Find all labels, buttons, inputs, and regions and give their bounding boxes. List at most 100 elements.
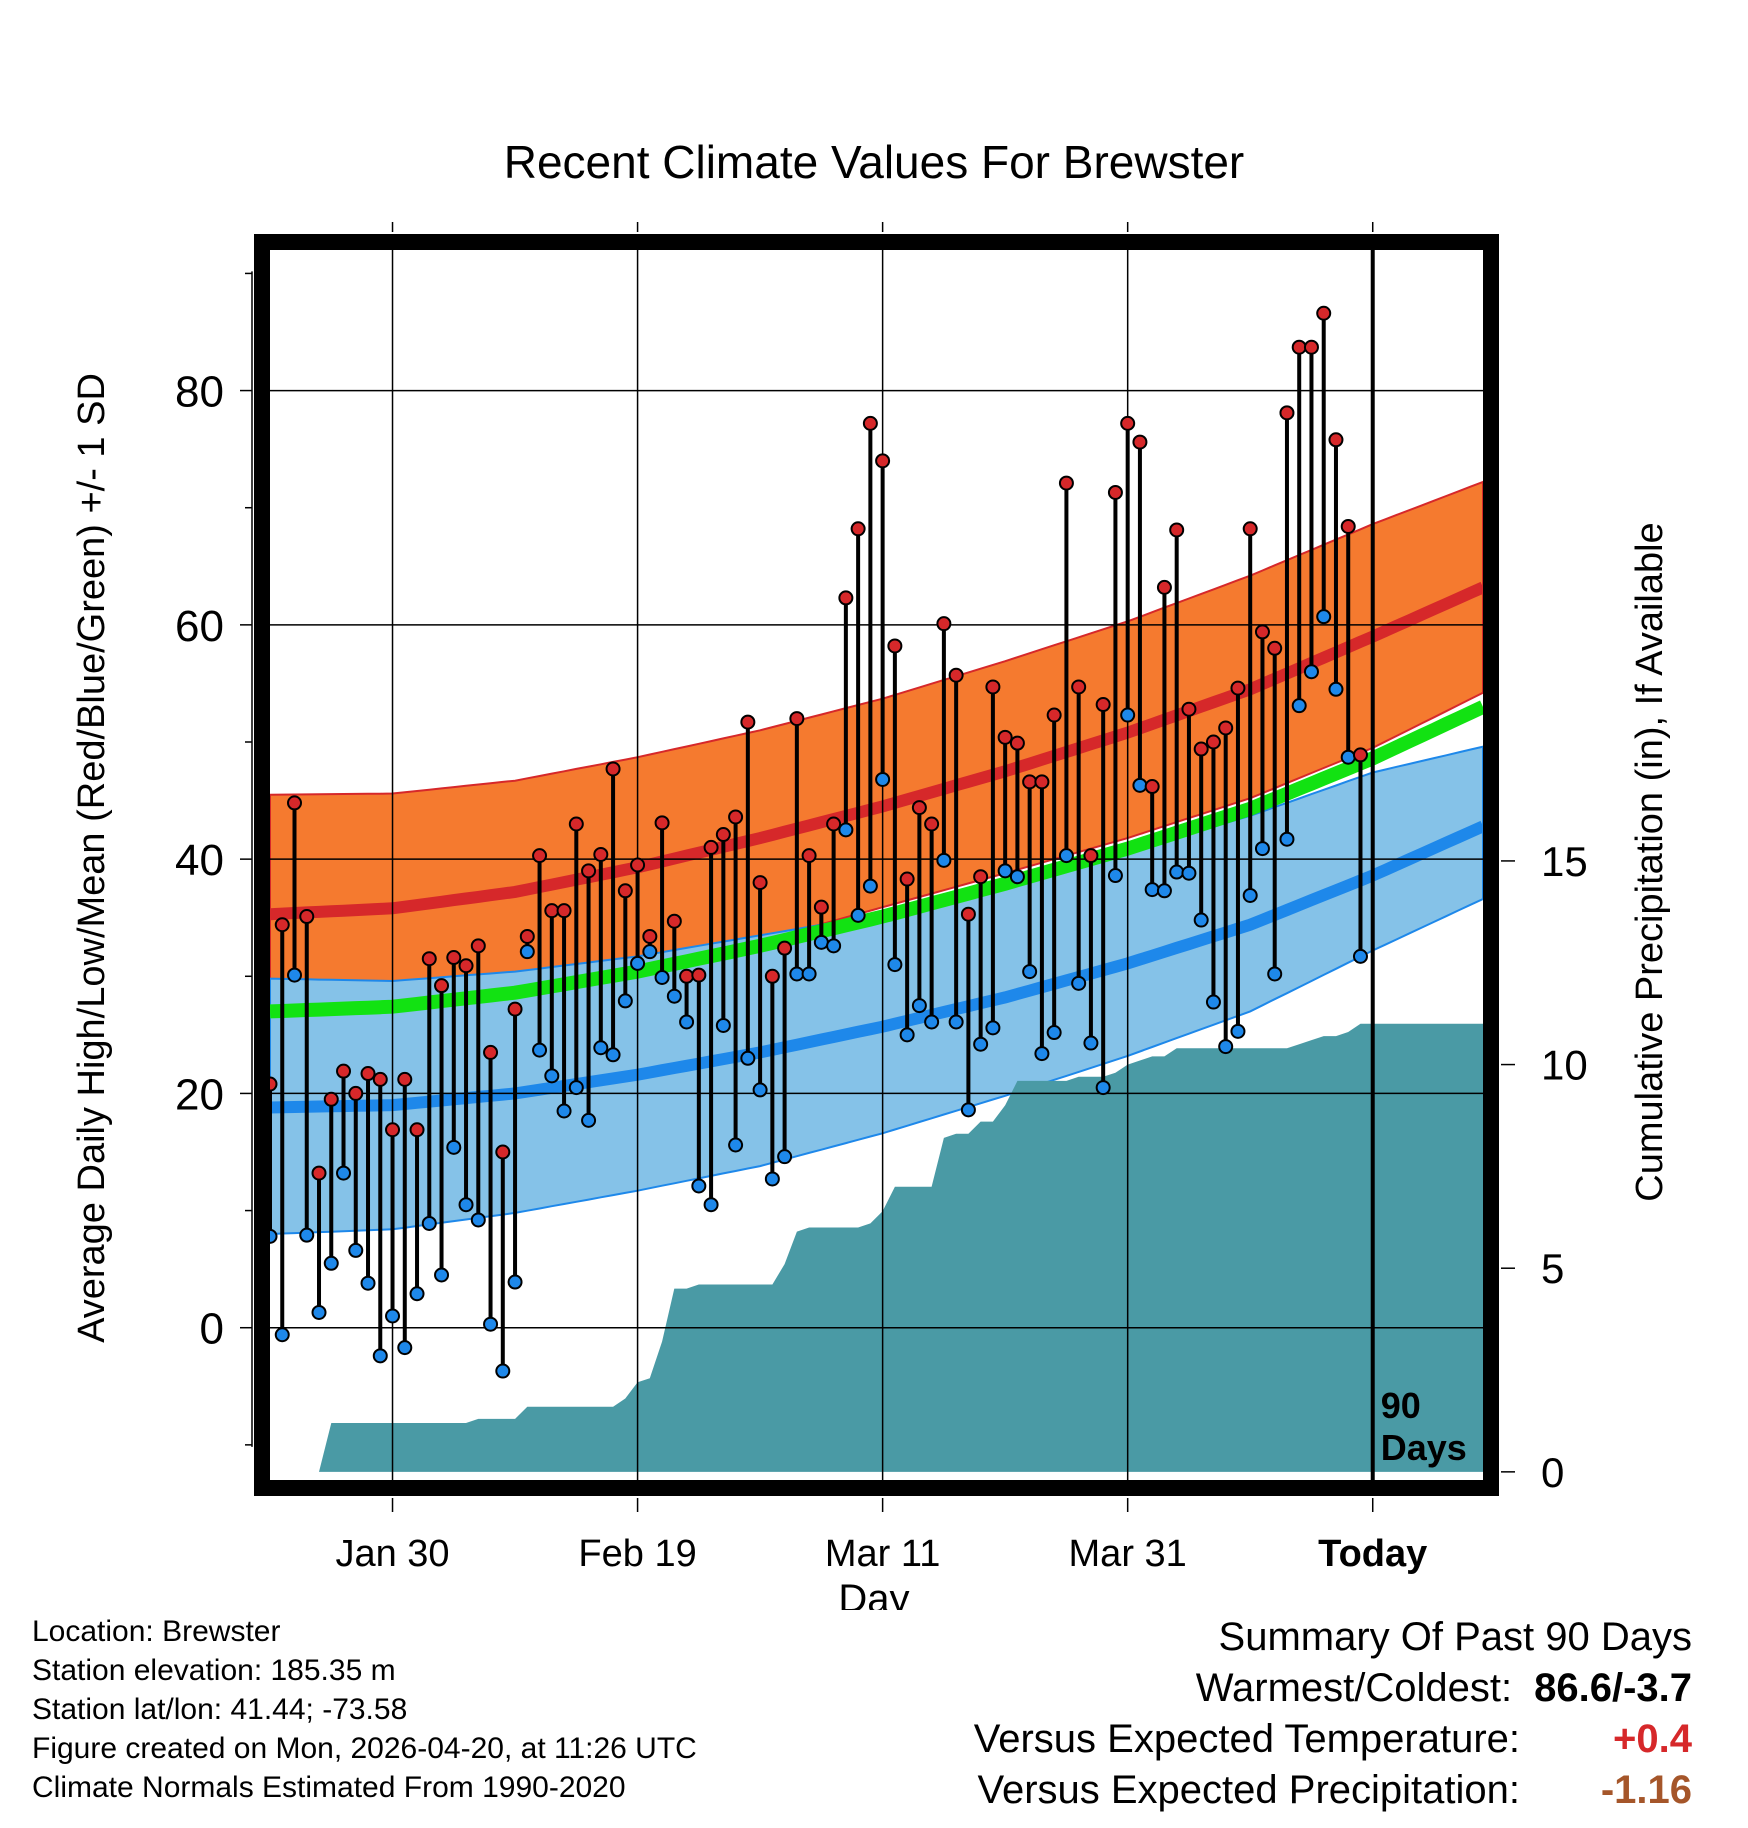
precipitation-area: [270, 1023, 1483, 1472]
daily-low-point: [679, 1014, 695, 1030]
daily-low-point: [1242, 887, 1258, 903]
daily-high-point: [1316, 305, 1332, 321]
daily-high-point: [617, 883, 633, 899]
summary-precip-row: Versus Expected Precipitation: -1.16: [974, 1765, 1692, 1816]
info-created: Figure created on Mon, 2026-04-20, at 11…: [32, 1732, 697, 1765]
daily-high-point: [936, 616, 952, 632]
daily-high-point: [287, 795, 303, 811]
daily-high-point: [1120, 415, 1136, 431]
daily-low-point: [470, 1212, 486, 1228]
daily-low-point: [826, 938, 842, 954]
daily-high-point: [703, 839, 719, 855]
daily-high-point: [875, 453, 891, 469]
daily-low-point: [1181, 865, 1197, 881]
daily-low-point: [666, 988, 682, 1004]
daily-high-point: [813, 899, 829, 915]
daily-high-point: [421, 951, 437, 967]
daily-low-point: [715, 1017, 731, 1033]
y-axis-label: Average Daily High/Low/Mean (Red/Blue/Gr…: [71, 373, 113, 1343]
summary-temp-label: Versus Expected Temperature:: [973, 1717, 1520, 1761]
daily-high-point: [1022, 774, 1038, 790]
daily-low-point: [862, 878, 878, 894]
daily-low-point: [1120, 707, 1136, 723]
daily-high-point: [581, 863, 597, 879]
daily-high-point: [434, 978, 450, 994]
daily-low-point: [801, 966, 817, 982]
daily-low-point: [764, 1171, 780, 1187]
daily-low-point: [1083, 1035, 1099, 1051]
daily-high-point: [691, 967, 707, 983]
x-tick-label: Today: [1318, 1533, 1427, 1575]
daily-low-point: [740, 1050, 756, 1066]
summary-warmest-label: Warmest/Coldest:: [1195, 1666, 1513, 1710]
daily-low-point: [270, 1228, 278, 1244]
daily-high-point: [360, 1066, 376, 1082]
chart-title: Recent Climate Values For Brewster: [504, 136, 1245, 188]
daily-high-point: [679, 968, 695, 984]
daily-high-point: [887, 638, 903, 654]
daily-low-point: [495, 1363, 511, 1379]
daily-low-point: [434, 1267, 450, 1283]
daily-high-point: [483, 1044, 499, 1060]
daily-high-point: [605, 761, 621, 777]
plot-frame: [254, 234, 1499, 1496]
daily-high-point: [850, 521, 866, 537]
daily-high-point: [1254, 624, 1270, 640]
daily-low-point: [948, 1014, 964, 1030]
y2-axis-label: Cumulative Precipitation (in), If Availa…: [1629, 522, 1671, 1201]
daily-low-point: [507, 1274, 523, 1290]
daily-low-point: [1193, 912, 1209, 928]
daily-high-point: [409, 1122, 425, 1138]
daily-high-point: [348, 1085, 364, 1101]
today-label-bottom: Days: [1381, 1427, 1467, 1468]
y-tick-label: 60: [175, 602, 224, 651]
daily-high-point: [1340, 518, 1356, 534]
daily-low-point: [973, 1036, 989, 1052]
x-tick-label: Feb 19: [578, 1533, 696, 1575]
normal-low-line: [270, 820, 1483, 1114]
summary-heading: Summary Of Past 90 Days: [1218, 1615, 1692, 1659]
daily-low-point: [997, 863, 1013, 879]
info-normals: Climate Normals Estimated From 1990-2020: [32, 1771, 626, 1804]
daily-low-point: [1169, 864, 1185, 880]
daily-low-point: [1352, 948, 1368, 964]
daily-high-point: [654, 815, 670, 831]
daily-low-point: [593, 1040, 609, 1056]
daily-low-point: [1009, 869, 1025, 885]
x-tick-label: Mar 31: [1069, 1533, 1187, 1575]
daily-low-point: [728, 1137, 744, 1153]
daily-high-point: [1169, 522, 1185, 538]
daily-low-point: [691, 1178, 707, 1194]
daily-high-point: [1193, 741, 1209, 757]
daily-low-point: [556, 1103, 572, 1119]
daily-high-point: [299, 909, 315, 925]
daily-high-point: [1267, 640, 1283, 656]
daily-high-point: [323, 1091, 339, 1107]
daily-high-point: [446, 950, 462, 966]
x-axis-label: Day: [838, 1577, 909, 1610]
daily-low-point: [642, 944, 658, 960]
daily-low-point: [385, 1308, 401, 1324]
daily-low-point: [1132, 777, 1148, 793]
daily-high-point: [1034, 774, 1050, 790]
daily-high-point: [630, 857, 646, 873]
daily-high-point: [764, 968, 780, 984]
daily-low-point: [985, 1020, 1001, 1036]
daily-high-point: [1083, 848, 1099, 864]
daily-high-point: [777, 940, 793, 956]
daily-low-point: [336, 1165, 352, 1181]
daily-low-point: [458, 1197, 474, 1213]
daily-high-point: [270, 1076, 278, 1092]
daily-low-point: [1303, 664, 1319, 680]
daily-low-point: [1230, 1023, 1246, 1039]
daily-low-point: [936, 852, 952, 868]
daily-low-point: [899, 1027, 915, 1043]
daily-low-point: [813, 934, 829, 950]
daily-low-point: [875, 771, 891, 787]
daily-high-point: [1291, 339, 1307, 355]
daily-low-point: [581, 1112, 597, 1128]
daily-low-point: [617, 993, 633, 1009]
daily-high-point: [752, 875, 768, 891]
daily-high-point: [789, 711, 805, 727]
daily-high-point: [1218, 720, 1234, 736]
